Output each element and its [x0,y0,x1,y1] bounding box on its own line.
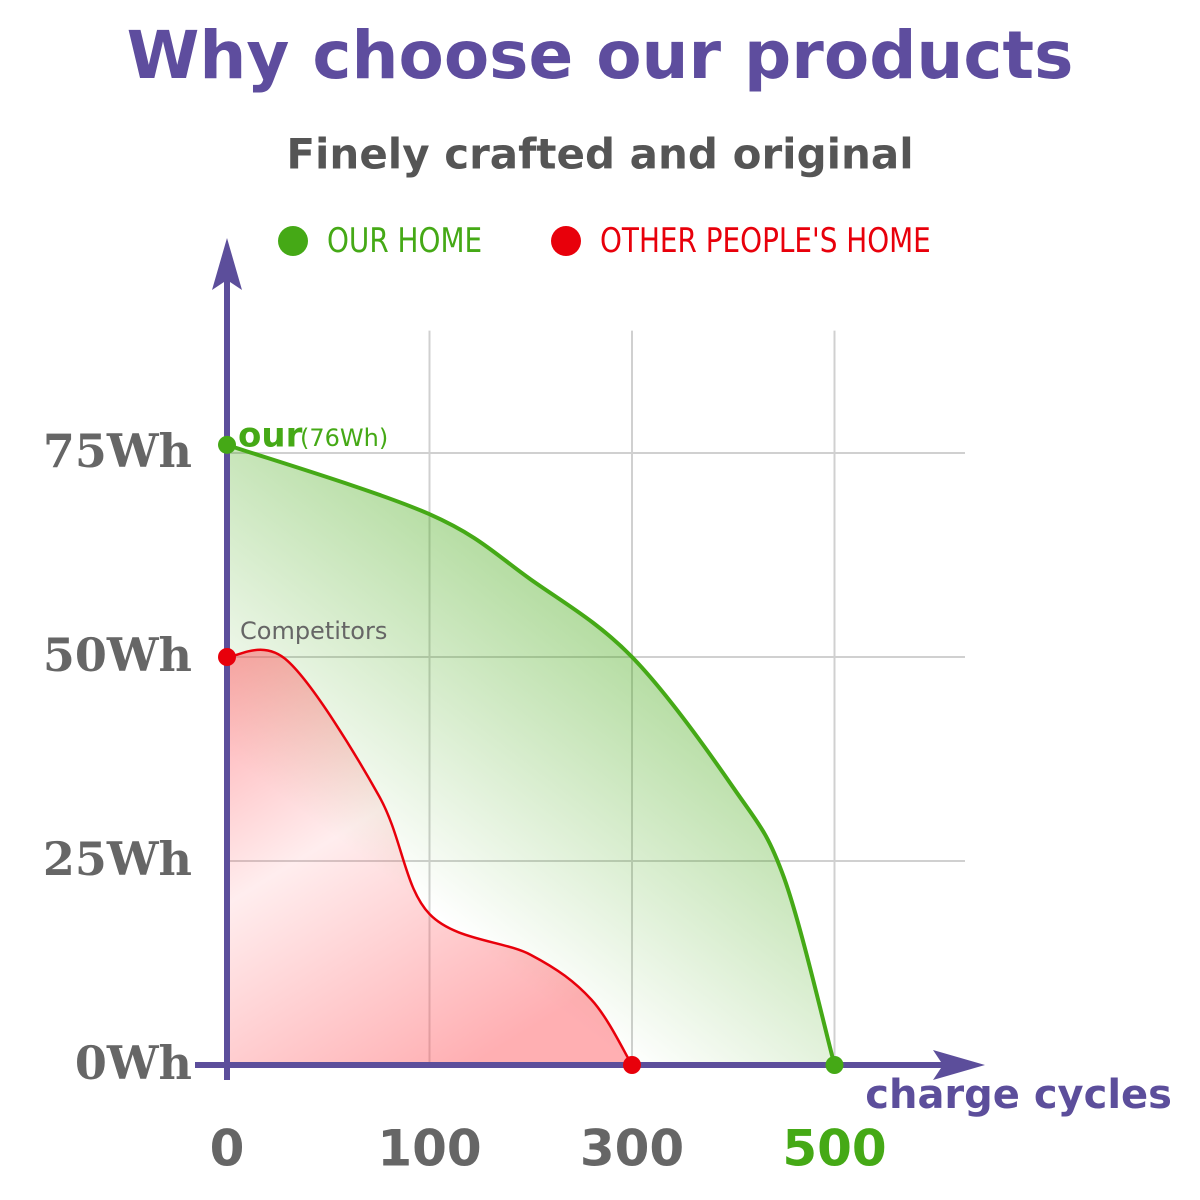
x-tick-label: 100 [377,1120,481,1178]
x-axis-label: charge cycles [865,1072,1172,1118]
end-point [218,435,236,454]
legend: OUR HOME OTHER PEOPLE'S HOME [278,221,931,261]
legend-marker [551,226,581,256]
chart-subtitle: Finely crafted and original [286,130,913,179]
areas [227,444,835,1066]
end-point [825,1056,844,1074]
y-tick-label: 50Wh [43,628,192,682]
lines [218,435,844,1074]
annotation: Competitors [240,617,387,645]
y-tick-label: 25Wh [43,832,192,886]
line [226,648,634,1066]
annotation-subtext: (76Wh) [300,424,388,452]
end-point [218,648,236,666]
annotation: our [238,415,303,455]
legend-marker [278,226,308,256]
chart-title: Why choose our products [127,17,1074,94]
y-tick-label: 0Wh [75,1036,192,1090]
x-tick-label: 0 [210,1120,245,1178]
y-tick-label: 75Wh [43,424,192,478]
line [226,442,837,1066]
y-axis-arrow [212,238,242,290]
axes [195,238,985,1080]
x-tick-label: 500 [782,1120,886,1178]
legend-label: OUR HOME [327,221,482,260]
x-axis-arrow [933,1050,985,1080]
area [227,649,632,1065]
legend-label: OTHER PEOPLE'S HOME [600,221,931,260]
x-tick-label: 300 [580,1120,684,1178]
end-point [623,1056,641,1074]
